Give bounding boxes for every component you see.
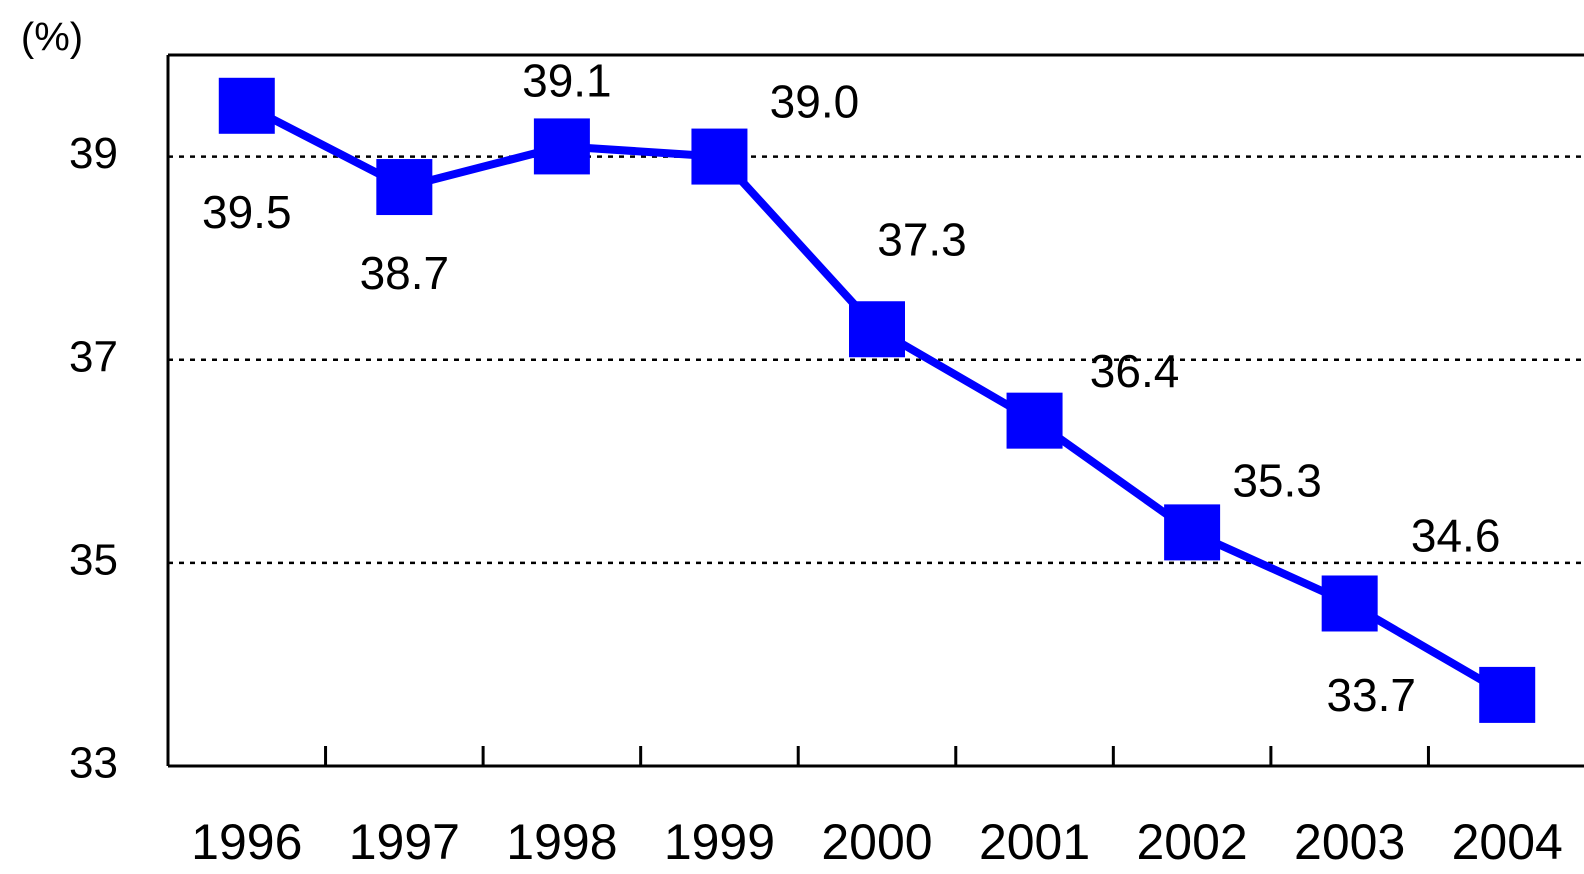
marker: [691, 128, 748, 185]
x-tick-label: 1998: [506, 814, 617, 870]
value-label: 33.7: [1326, 669, 1416, 721]
marker: [533, 118, 590, 175]
x-tick-label: 1999: [664, 814, 775, 870]
value-label: 39.1: [522, 55, 612, 107]
line: [244, 102, 1510, 699]
value-label: 36.4: [1090, 345, 1180, 397]
marker: [1006, 392, 1063, 449]
y-tick-label: 37: [69, 332, 118, 381]
x-tick-label: 2003: [1294, 814, 1405, 870]
y-axis-label: (%): [21, 16, 83, 60]
x-tick-label: 2002: [1136, 814, 1247, 870]
value-label: 39.5: [202, 186, 292, 238]
x-tick-label: 2000: [821, 814, 932, 870]
marker: [1479, 666, 1536, 723]
value-label: 34.6: [1411, 510, 1501, 562]
marker: [1321, 575, 1378, 632]
y-tick-label: 39: [69, 129, 118, 178]
x-tick-label: 2004: [1452, 814, 1563, 870]
marker: [849, 301, 905, 358]
marker: [218, 77, 275, 134]
value-label: 39.0: [770, 76, 860, 128]
value-label: 35.3: [1232, 455, 1322, 507]
x-tick-label: 1996: [191, 814, 302, 870]
x-tick-label: 1997: [349, 814, 460, 870]
marker: [1164, 504, 1221, 561]
x-tick-label: 2001: [979, 814, 1090, 870]
y-tick-label: 33: [69, 739, 118, 788]
y-tick-label: 35: [69, 535, 118, 584]
value-label: 38.7: [360, 247, 450, 299]
marker: [376, 159, 433, 216]
value-label: 37.3: [877, 213, 967, 265]
